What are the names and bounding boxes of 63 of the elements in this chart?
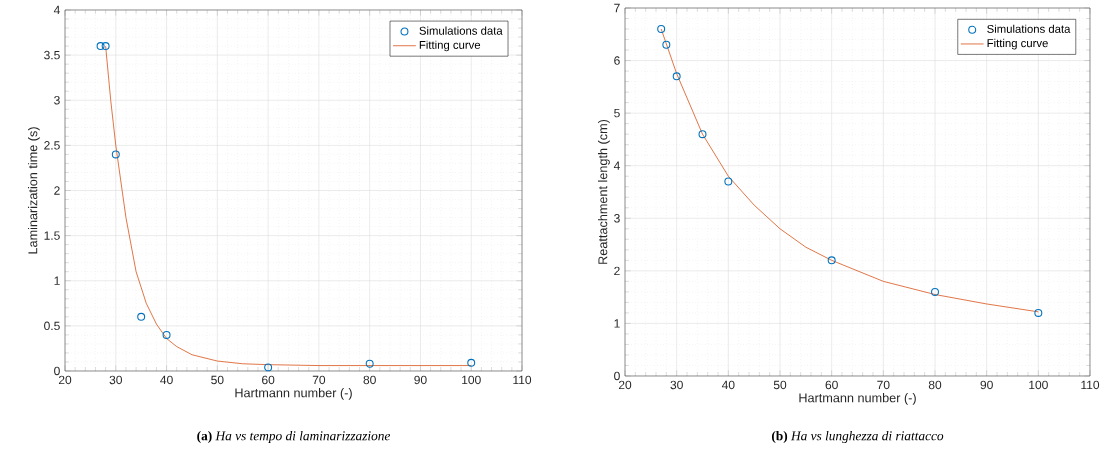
legend-label: Simulations data [419, 26, 503, 35]
x-tick-label: 60 [262, 375, 275, 385]
point [101, 42, 110, 51]
point [137, 312, 146, 321]
text: (a) Ha vs tempo di laminarizzazione [197, 430, 391, 444]
y-tick-label: 1 [614, 319, 620, 328]
legend-label: Fitting curve [987, 38, 1048, 50]
y-axis-title: Reattachment length (cm) [597, 119, 610, 264]
point [657, 25, 666, 34]
x-axis-title: Hartmann number (-) [235, 388, 352, 400]
y-tick-label: 4 [53, 5, 60, 15]
y-tick-label: 3 [54, 95, 60, 105]
x-axis-title: Hartmann number (-) [799, 393, 916, 405]
point [264, 363, 273, 372]
x-tick-label: 70 [877, 380, 890, 390]
y-tick-label: 3.5 [44, 50, 60, 60]
x-tick-label: 110 [513, 375, 532, 385]
y-tick-label: 0.5 [44, 321, 60, 331]
point [724, 177, 733, 186]
y-tick-label: 3 [614, 214, 620, 223]
point [827, 256, 836, 265]
x-tick-label: 80 [363, 375, 376, 385]
point [672, 72, 681, 81]
y-tick-label: 7 [614, 3, 620, 13]
y-tick-label: 2 [54, 186, 60, 195]
point [1034, 308, 1043, 317]
point [96, 42, 105, 51]
y-tick-label: 0 [614, 371, 620, 381]
y-axis-title: Laminarization time (s) [28, 127, 40, 254]
x-tick-label: 100 [462, 375, 481, 385]
point [111, 150, 120, 159]
y-tick-label: 0 [54, 366, 60, 376]
y-tick-label: 1 [54, 276, 60, 285]
point [365, 359, 374, 368]
y-tick-label: 1.5 [44, 231, 60, 240]
x-tick-label: 90 [980, 380, 993, 390]
point [467, 358, 476, 367]
x-tick-label: 30 [109, 375, 122, 385]
x-tick-label: 60 [825, 380, 838, 390]
x-tick-label: 40 [160, 375, 173, 385]
y-tick-label: 2.5 [44, 141, 60, 150]
x-tick-label: 80 [928, 380, 942, 390]
point [162, 330, 171, 339]
x-tick-label: 50 [773, 380, 787, 390]
x-tick-label: 50 [211, 375, 224, 385]
point [931, 287, 940, 296]
x-tick-label: 110 [1081, 380, 1100, 390]
x-tick-label: 20 [58, 375, 72, 385]
legend-label: Simulations data [987, 24, 1071, 33]
y-tick-label: 2 [614, 266, 620, 276]
x-tick-label: 30 [670, 380, 683, 390]
x-tick-label: 20 [618, 380, 632, 390]
y-tick-label: 6 [614, 56, 620, 65]
x-tick-label: 70 [312, 375, 326, 385]
y-tick-label: 5 [614, 108, 620, 118]
legend-label: Fitting curve [419, 40, 481, 52]
text: (b) Ha vs lunghezza di riattacco [771, 430, 944, 444]
x-tick-label: 90 [414, 375, 427, 385]
point [698, 130, 707, 139]
x-tick-label: 100 [1029, 380, 1048, 390]
point [662, 40, 671, 49]
y-tick-label: 4 [613, 161, 620, 170]
x-tick-label: 40 [721, 380, 735, 390]
